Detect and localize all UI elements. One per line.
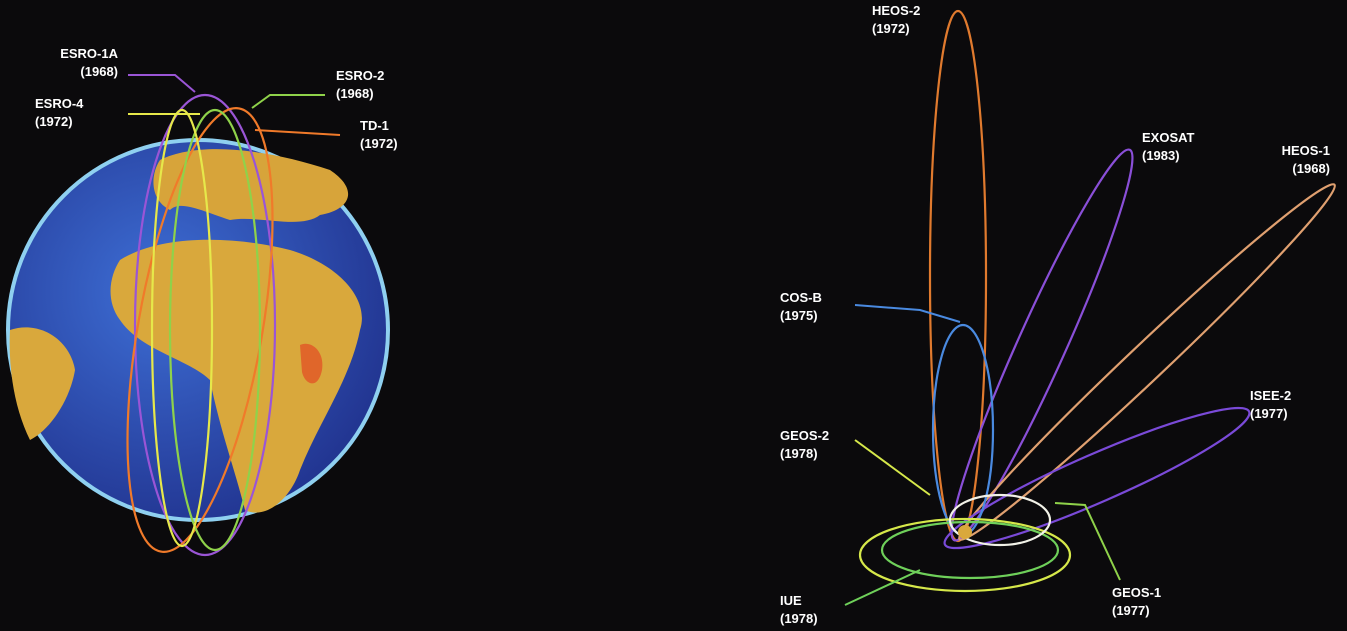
continent-america <box>9 327 75 440</box>
orbit-esro-2 <box>168 108 262 552</box>
label-year: (1977) <box>1112 603 1150 618</box>
label-name: TD-1 <box>360 118 389 133</box>
orbit-td-1 <box>126 107 274 553</box>
label-name: COS-B <box>780 290 822 305</box>
label-name: HEOS-2 <box>872 3 920 18</box>
madagascar <box>300 343 323 384</box>
label-year: (1983) <box>1142 148 1180 163</box>
label-name: ESRO-1A <box>60 46 118 61</box>
arrow <box>1054 502 1121 581</box>
label-name: IUE <box>780 593 802 608</box>
label-name: ISEE-2 <box>1250 388 1291 403</box>
orbit-iue <box>858 517 1072 593</box>
label-name: HEOS-1 <box>1282 143 1330 158</box>
label-name: GEOS-2 <box>780 428 829 443</box>
orbit-heos-1 <box>958 183 1336 541</box>
orbit-exosat <box>950 148 1134 542</box>
orbit-geos-2 <box>880 520 1060 580</box>
label-year: (1977) <box>1250 406 1288 421</box>
arrow <box>254 129 341 136</box>
label-year: (1972) <box>35 114 73 129</box>
orbit-isee-2 <box>943 406 1251 550</box>
arrow <box>251 94 325 109</box>
label-year: (1968) <box>1292 161 1330 176</box>
orbit-esro-4 <box>150 108 214 548</box>
label-year: (1972) <box>872 21 910 36</box>
orbit-esro-1a <box>133 93 277 557</box>
label-year: (1978) <box>780 611 818 626</box>
label-year: (1975) <box>780 308 818 323</box>
orbit-heos-2 <box>928 9 988 543</box>
arrow <box>844 569 921 606</box>
arrow <box>854 439 931 496</box>
earth-small <box>958 525 972 539</box>
arrow <box>128 74 196 93</box>
label-year: (1968) <box>336 86 374 101</box>
continent-africa <box>110 239 362 513</box>
earth-panel: ESRO-1A (1968) ESRO-2 (1968) ESRO-4 (197… <box>6 46 398 557</box>
label-name: GEOS-1 <box>1112 585 1161 600</box>
label-name: ESRO-2 <box>336 68 384 83</box>
label-year: (1968) <box>80 64 118 79</box>
orbit-panel: HEOS-2 (1972) EXOSAT (1983) HEOS-1 (1968… <box>780 3 1336 626</box>
label-year: (1978) <box>780 446 818 461</box>
arrow <box>854 304 961 323</box>
label-name: ESRO-4 <box>35 96 84 111</box>
label-year: (1972) <box>360 136 398 151</box>
orbit-geos-1 <box>948 493 1052 547</box>
label-name: EXOSAT <box>1142 130 1195 145</box>
